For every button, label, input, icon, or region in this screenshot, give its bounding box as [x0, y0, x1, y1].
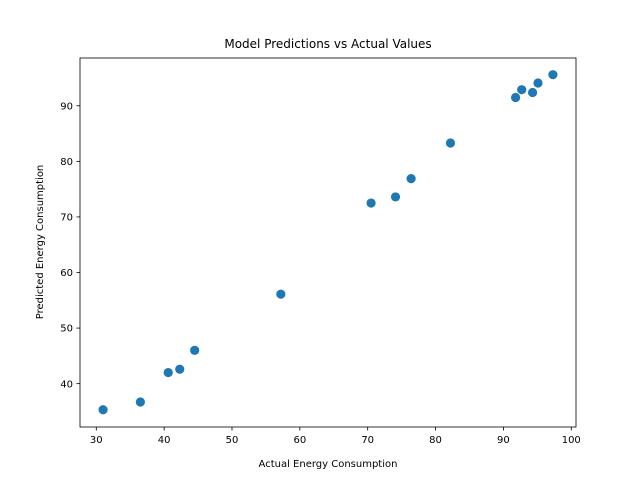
- x-tick-label: 90: [497, 435, 510, 446]
- x-axis-label: Actual Energy Consumption: [259, 459, 398, 470]
- scatter-point: [527, 87, 538, 98]
- scatter-point: [511, 92, 521, 103]
- x-tick-label: 80: [429, 435, 442, 446]
- y-tick-label: 70: [60, 213, 73, 224]
- plot-frame: [79, 57, 577, 428]
- scatter-point: [517, 85, 527, 95]
- scatter-point: [366, 198, 376, 208]
- y-tick-label: 80: [60, 157, 73, 168]
- y-tick-label: 60: [60, 268, 73, 279]
- scatter-point: [390, 192, 401, 202]
- x-tick-label: 30: [90, 435, 103, 446]
- scatter-point: [190, 345, 200, 355]
- scatter-point: [406, 173, 416, 184]
- scatter-point: [548, 70, 558, 80]
- x-tick-label: 100: [562, 435, 581, 446]
- chart-title: Model Predictions vs Actual Values: [224, 37, 431, 51]
- scatter-point: [98, 405, 108, 415]
- x-tick-label: 70: [361, 435, 374, 446]
- y-tick-label: 40: [60, 379, 73, 390]
- scatter-point: [276, 289, 286, 299]
- scatter-point: [445, 138, 456, 148]
- ticks-layer: 30 40 50 60 70 80 90 100 40 50 60 70 80 90: [60, 101, 581, 446]
- points-layer: [98, 70, 558, 415]
- x-tick-label: 40: [158, 435, 171, 446]
- x-tick-label: 60: [293, 435, 306, 446]
- scatter-point: [135, 397, 145, 407]
- scatter-point: [163, 367, 173, 378]
- y-axis-label: Predicted Energy Consumption: [35, 165, 46, 320]
- y-tick-label: 90: [60, 101, 73, 112]
- scatter-point: [175, 364, 185, 374]
- x-tick-label: 50: [226, 435, 239, 446]
- y-tick-label: 50: [60, 324, 73, 335]
- scatter-point: [533, 78, 543, 88]
